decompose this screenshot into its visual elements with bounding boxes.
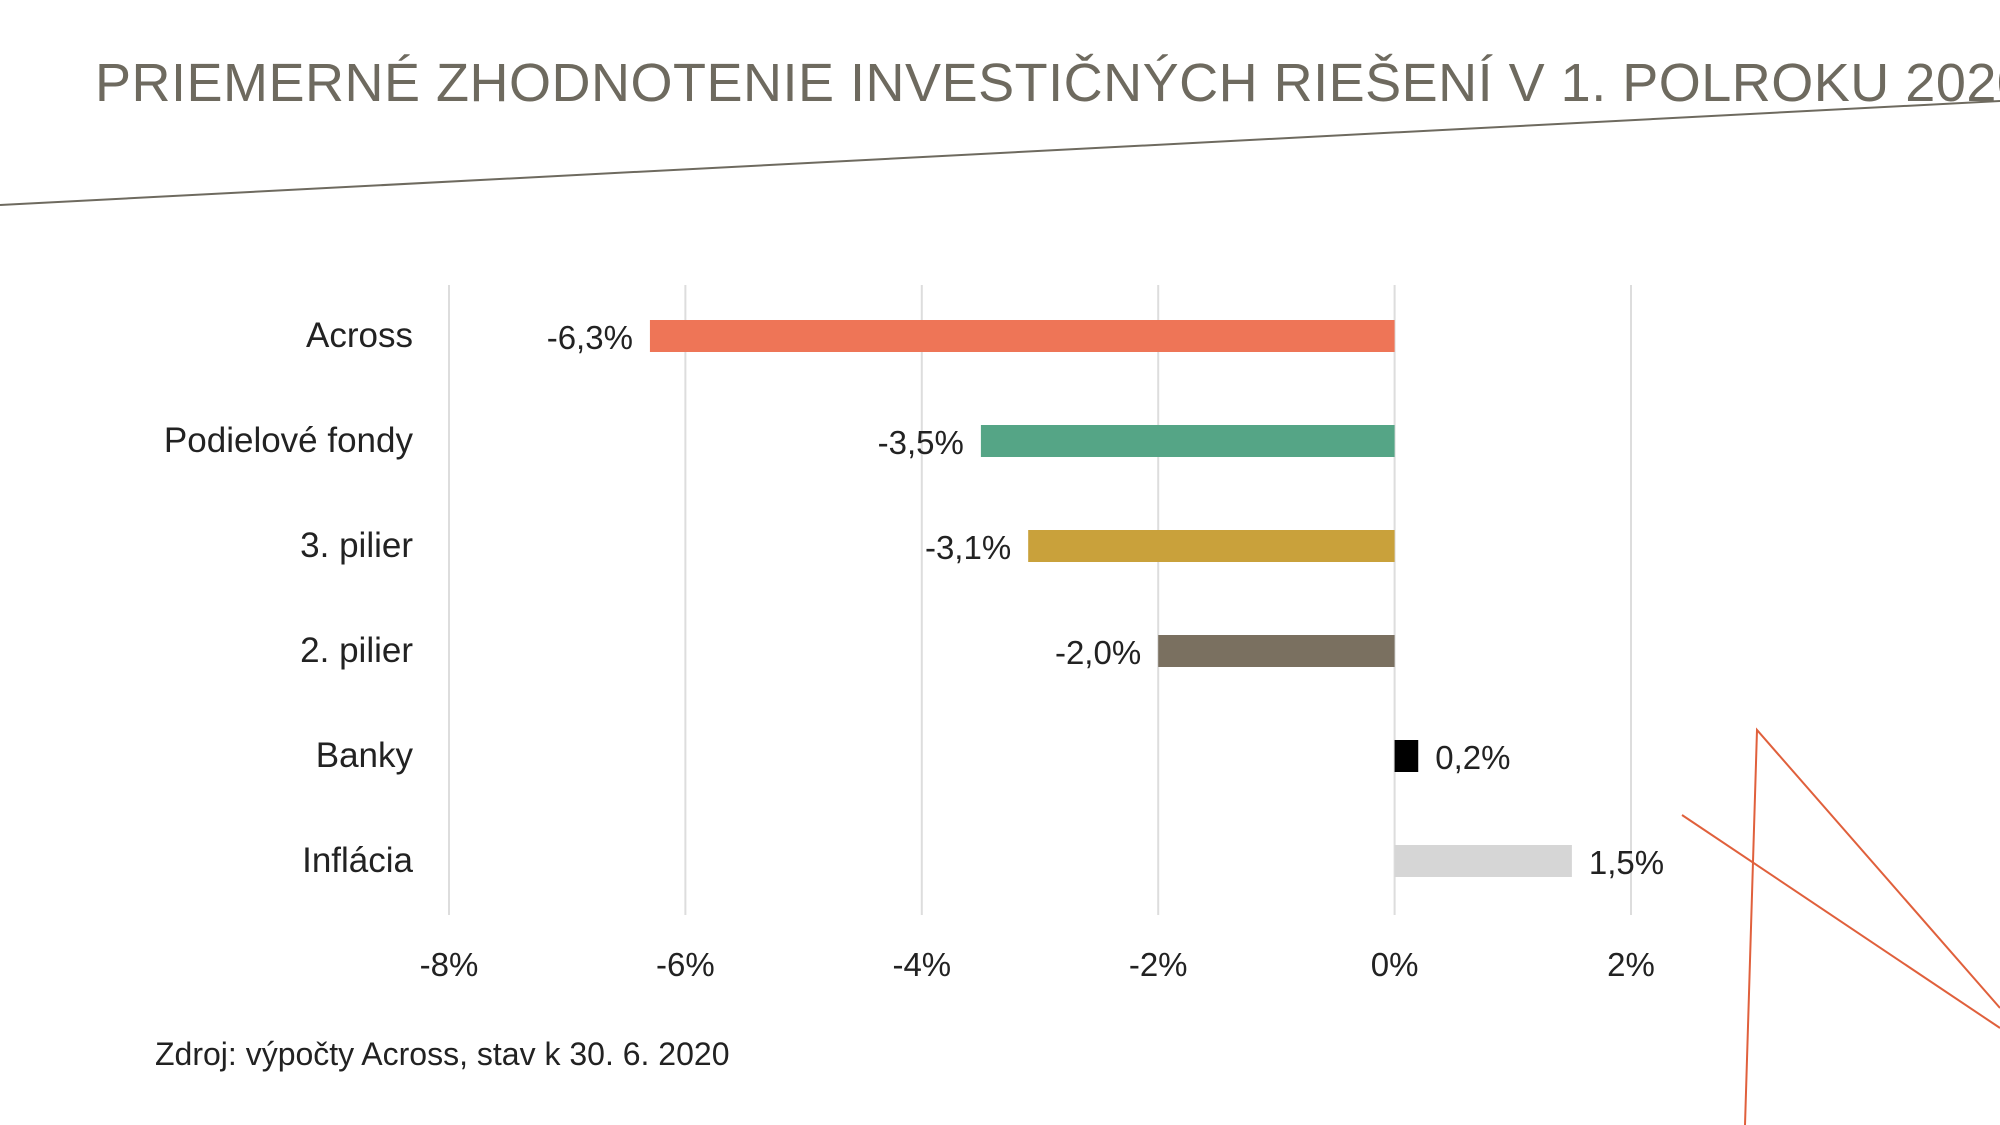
bar xyxy=(1394,740,1419,772)
chart-bars xyxy=(649,320,1572,877)
source-note: Zdroj: výpočty Across, stav k 30. 6. 202… xyxy=(155,1036,730,1072)
category-label: Inflácia xyxy=(302,841,413,880)
chart-grid xyxy=(448,285,1632,915)
accent-diagonal-line xyxy=(1681,814,2000,1029)
bar xyxy=(1028,530,1395,562)
title-underline-rule xyxy=(0,100,2000,206)
data-label: -6,3% xyxy=(547,319,633,356)
category-label: 3. pilier xyxy=(300,526,413,565)
category-label: 2. pilier xyxy=(300,631,413,670)
bar xyxy=(1394,845,1572,877)
category-label: Across xyxy=(306,316,413,355)
data-label: -3,1% xyxy=(925,529,1011,566)
data-label: -2,0% xyxy=(1055,634,1141,671)
x-tick-label: -6% xyxy=(656,946,715,983)
slide-title: PRIEMERNÉ ZHODNOTENIE INVESTIČNÝCH RIEŠE… xyxy=(95,52,2000,114)
bar xyxy=(980,425,1395,457)
data-label: 0,2% xyxy=(1435,739,1510,776)
x-tick-label: -4% xyxy=(892,946,951,983)
data-label: -3,5% xyxy=(878,424,964,461)
category-label: Podielové fondy xyxy=(164,421,414,460)
chart-x-axis-ticks: -8% -6% -4% -2% 0% 2% xyxy=(420,946,1655,983)
x-tick-label: -2% xyxy=(1129,946,1188,983)
x-tick-label: 2% xyxy=(1607,946,1655,983)
bar xyxy=(1158,635,1395,667)
chart-category-labels: Across Podielové fondy 3. pilier 2. pilier B… xyxy=(164,316,414,880)
x-tick-label: 0% xyxy=(1371,946,1419,983)
accent-zigzag-line xyxy=(1744,727,2000,1125)
slide-title-text: PRIEMERNÉ ZHODNOTENIE INVESTIČNÝCH RIEŠE… xyxy=(95,53,2000,113)
bar xyxy=(649,320,1395,352)
chart-value-labels: -6,3% -3,5% -3,1% -2,0% 0,2% 1,5% xyxy=(547,319,1664,881)
data-label: 1,5% xyxy=(1589,844,1664,881)
x-tick-label: -8% xyxy=(420,946,479,983)
category-label: Banky xyxy=(316,736,414,775)
